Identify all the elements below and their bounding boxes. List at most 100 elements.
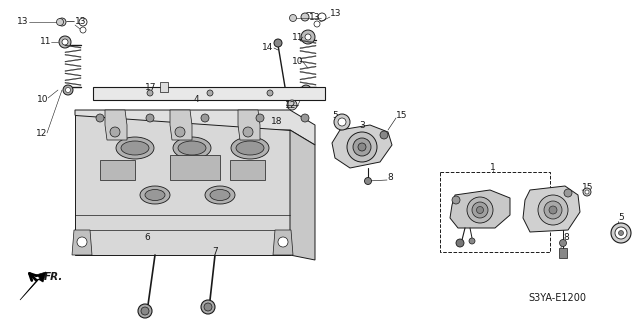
Circle shape — [204, 303, 212, 311]
Text: 10: 10 — [36, 95, 48, 105]
Polygon shape — [300, 40, 316, 43]
Polygon shape — [300, 50, 316, 54]
Text: 13: 13 — [330, 10, 342, 19]
Circle shape — [207, 90, 213, 96]
Text: —: — — [65, 18, 74, 26]
Circle shape — [301, 13, 309, 21]
Circle shape — [141, 307, 149, 315]
Text: 10: 10 — [291, 57, 303, 66]
Circle shape — [289, 14, 296, 21]
Ellipse shape — [210, 189, 230, 201]
Polygon shape — [300, 45, 316, 48]
Circle shape — [469, 238, 475, 244]
Circle shape — [58, 18, 66, 26]
Text: FR.: FR. — [44, 272, 63, 282]
Polygon shape — [300, 82, 316, 85]
Circle shape — [96, 114, 104, 122]
Bar — [559, 248, 567, 258]
Bar — [440, 172, 550, 252]
Polygon shape — [523, 186, 580, 232]
Circle shape — [147, 90, 153, 96]
Circle shape — [303, 87, 308, 93]
Polygon shape — [65, 82, 81, 85]
Bar — [170, 155, 220, 180]
Circle shape — [583, 188, 591, 196]
Text: 8: 8 — [563, 234, 569, 242]
Bar — [100, 160, 135, 180]
Ellipse shape — [140, 186, 170, 204]
Polygon shape — [65, 50, 81, 53]
Polygon shape — [93, 87, 325, 100]
Bar — [160, 82, 168, 92]
Circle shape — [138, 304, 152, 318]
Text: 4: 4 — [193, 95, 199, 105]
Circle shape — [615, 227, 627, 239]
Ellipse shape — [178, 141, 206, 155]
Polygon shape — [300, 61, 316, 64]
Text: 7: 7 — [212, 248, 218, 256]
Circle shape — [549, 206, 557, 214]
Text: 9: 9 — [455, 220, 461, 229]
Circle shape — [611, 223, 631, 243]
Polygon shape — [290, 130, 315, 260]
Text: 15: 15 — [396, 112, 408, 121]
Circle shape — [243, 127, 253, 137]
Polygon shape — [300, 71, 316, 75]
Circle shape — [146, 114, 154, 122]
Circle shape — [62, 39, 68, 45]
Circle shape — [110, 127, 120, 137]
Polygon shape — [170, 110, 192, 140]
Text: 12: 12 — [285, 100, 296, 109]
Circle shape — [544, 201, 562, 219]
Ellipse shape — [236, 141, 264, 155]
Circle shape — [201, 300, 215, 314]
Circle shape — [472, 202, 488, 218]
Polygon shape — [300, 56, 316, 59]
Circle shape — [618, 231, 623, 235]
Circle shape — [305, 34, 311, 40]
Polygon shape — [72, 230, 92, 255]
Text: 13: 13 — [308, 13, 320, 23]
Polygon shape — [75, 115, 290, 255]
Ellipse shape — [116, 137, 154, 159]
Circle shape — [301, 114, 309, 122]
Text: 18: 18 — [271, 117, 282, 127]
Polygon shape — [300, 66, 316, 70]
Polygon shape — [238, 110, 260, 140]
Polygon shape — [450, 190, 510, 228]
Circle shape — [318, 13, 326, 21]
Text: 2: 2 — [559, 190, 565, 199]
Circle shape — [353, 138, 371, 156]
Polygon shape — [65, 68, 81, 71]
Ellipse shape — [121, 141, 149, 155]
Circle shape — [347, 132, 377, 162]
Circle shape — [314, 21, 320, 27]
Bar — [230, 160, 265, 180]
Circle shape — [63, 85, 73, 95]
Circle shape — [456, 239, 464, 247]
Circle shape — [538, 195, 568, 225]
Text: 14: 14 — [262, 43, 273, 53]
Circle shape — [80, 27, 86, 33]
Circle shape — [267, 90, 273, 96]
Text: 13: 13 — [75, 18, 86, 26]
Text: 5: 5 — [332, 112, 338, 121]
Circle shape — [452, 196, 460, 204]
Ellipse shape — [145, 189, 165, 201]
Circle shape — [287, 100, 297, 110]
Circle shape — [477, 206, 483, 213]
Text: 5: 5 — [618, 213, 624, 222]
Text: 3: 3 — [359, 122, 365, 130]
Text: 6: 6 — [144, 233, 150, 241]
Polygon shape — [20, 272, 46, 300]
Text: 16: 16 — [442, 197, 453, 206]
Circle shape — [334, 114, 350, 130]
Circle shape — [274, 39, 282, 47]
Text: 8: 8 — [387, 174, 393, 182]
Circle shape — [338, 118, 346, 126]
Ellipse shape — [231, 137, 269, 159]
Circle shape — [79, 18, 87, 26]
Polygon shape — [65, 64, 81, 67]
Circle shape — [59, 36, 71, 48]
Polygon shape — [273, 230, 293, 255]
